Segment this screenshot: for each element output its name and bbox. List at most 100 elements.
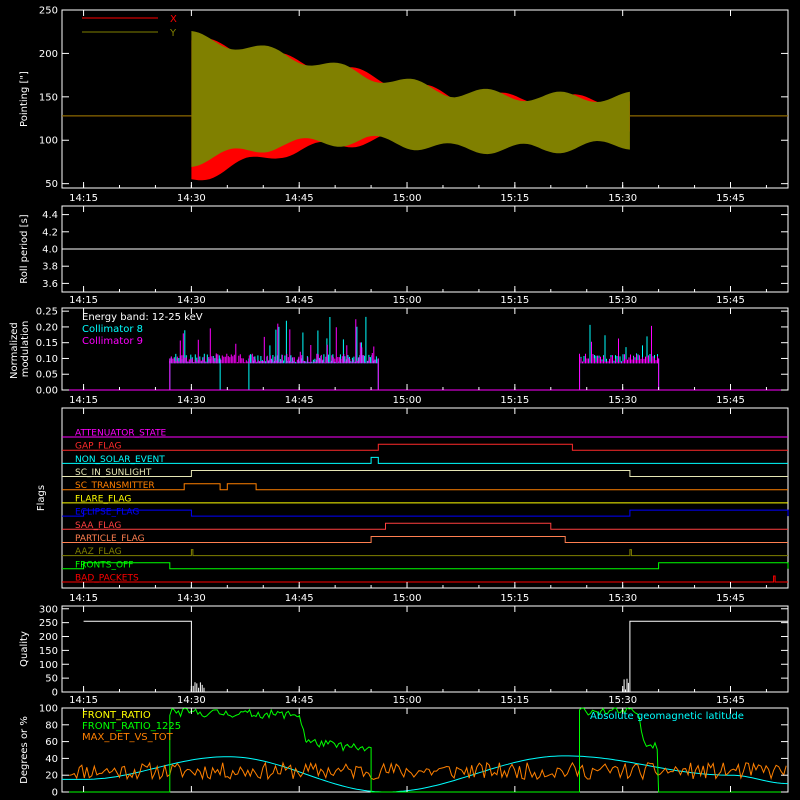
y-tick-label: 50 [45,179,58,190]
quality-x-ticks: 14:15 14:30 14:45 15:00 15:15 15:30 15:45 [69,606,767,706]
flags-ylabel: Flags [36,485,47,511]
x-tick-label: 15:15 [500,295,529,306]
x-tick-label: 15:45 [716,295,745,306]
legend-y-label: Y [169,28,177,39]
flag-label-flare-flag: FLARE_FLAG [75,494,131,504]
pointing-plot-area [62,31,788,181]
flag-line-non-solar-event [62,456,788,464]
y-tick-label: 300 [39,604,58,615]
modulation-ylabel-line1: Normalized [9,322,20,379]
x-tick-label: 14:30 [177,593,206,604]
y-tick-label: 0.10 [36,354,58,365]
ratios-plot-area [62,707,789,793]
y-tick-label: 40 [45,754,58,765]
x-tick-label: 15:15 [500,695,529,706]
y-tick-label: 0.25 [36,307,58,318]
x-tick-label: 14:15 [69,395,98,406]
flag-label-bad-packets: BAD_PACKETS [75,574,139,584]
y-tick-label: 100 [39,660,58,671]
y-tick-label: 3.6 [42,279,58,290]
x-tick-label: 15:30 [608,395,637,406]
x-tick-label: 15:45 [716,193,745,204]
panel-flags: ATTENUATOR_STATE GAP_FLAG NON_SOLAR_EVENT S… [36,407,789,604]
panel-pointing: 50 100 150 200 250 14:15 14:30 14:45 15:00 15:15… [19,6,789,204]
legend-max-det: MAX_DET_VS_TOT [82,732,174,743]
y-tick-label: 3.8 [42,262,58,273]
flag-line-particle-flag [62,536,788,543]
y-tick-label: 60 [45,737,58,748]
x-tick-label: 14:30 [177,193,206,204]
x-tick-label: 14:15 [69,193,98,204]
x-tick-label: 14:45 [285,193,314,204]
flag-line-bad-packets [62,575,788,583]
flag-line-sc-transmitter [62,483,788,491]
x-tick-label: 15:30 [608,295,637,306]
flag-line-gap-flag [62,443,788,451]
flag-line-fronts-off [62,562,789,570]
flag-label-non-solar-event: NON_SOLAR_EVENT [75,455,165,465]
quality-line [83,620,788,693]
flag-label-particle-flag: PARTICLE_FLAG [75,534,145,544]
x-tick-label: 15:30 [608,695,637,706]
pointing-legend: X Y [82,14,177,39]
collimator-8-trace [248,316,379,364]
panel-modulation: 0.00 0.05 0.10 0.15 0.20 0.25 14:15 14:30 14:45… [9,307,789,406]
y-tick-label: 100 [39,704,58,715]
x-tick-label: 15:45 [716,593,745,604]
y-tick-label: 250 [39,618,58,629]
modulation-plot-area [62,316,788,391]
modulation-energy-band: Energy band: 12-25 keV [82,312,203,323]
y-tick-label: 20 [45,771,58,782]
x-tick-label: 15:30 [608,193,637,204]
legend-front-ratio: FRONT_RATIO [82,710,151,721]
y-tick-label: 4.2 [42,227,58,238]
x-tick-label: 15:00 [393,593,422,604]
quality-spikes [190,678,629,692]
y-tick-label: 200 [39,632,58,643]
flag-label-eclipse-flag: ECLIPSE_FLAG [75,508,139,518]
ratios-x-ticks [83,708,731,792]
x-tick-label: 15:00 [393,395,422,406]
roll-ylabel: Roll period [s] [19,214,30,283]
roll-y-ticks: 3.6 3.8 4.0 4.2 4.4 [42,210,788,290]
x-tick-label: 14:30 [177,295,206,306]
x-tick-label: 15:45 [716,395,745,406]
y-tick-label: 0 [52,788,58,799]
flag-line-saa-flag [62,522,788,530]
legend-geomag-latitude: Absolute geomagnetic latitude [590,711,744,722]
ratios-ylabel: Degrees or % [19,716,30,784]
x-tick-label: 14:30 [177,395,206,406]
x-tick-label: 14:45 [285,395,314,406]
y-tick-label: 80 [45,720,58,731]
x-tick-label: 15:00 [393,695,422,706]
flag-label-sc-in-sunlight: SC_IN_SUNLIGHT [75,468,152,478]
y-tick-label: 0 [52,688,58,699]
x-tick-label: 14:15 [69,695,98,706]
y-tick-label: 4.0 [42,245,58,256]
panel-quality-frame [61,605,789,693]
ratios-y-ticks: 0 20 40 60 80 100 [39,704,788,799]
x-tick-label: 14:45 [285,295,314,306]
x-tick-label: 15:00 [393,193,422,204]
quality-plot-area [83,620,788,693]
max-det-line [69,761,787,781]
x-tick-label: 15:30 [608,593,637,604]
y-tick-label: 50 [45,674,58,685]
y-tick-label: 150 [39,92,58,103]
flag-line-aaz-flag [62,549,788,557]
roll-x-ticks: 14:15 14:30 14:45 15:00 15:15 15:30 15:45 [69,206,767,306]
flag-label-sc-transmitter: SC_TRANSMITTER [75,481,155,491]
x-tick-label: 14:45 [285,695,314,706]
y-tick-label: 4.4 [42,210,58,221]
y-tick-label: 0.15 [36,338,58,349]
legend-x-label: X [170,14,177,25]
x-tick-label: 14:30 [177,695,206,706]
y-tick-label: 0.00 [36,386,58,397]
panel-roll-period: 3.6 3.8 4.0 4.2 4.4 14:15 14:30 14:45 15:00 15:1… [19,205,789,306]
legend-collimator-9: Collimator 9 [82,336,143,347]
modulation-y-ticks: 0.00 0.05 0.10 0.15 0.20 0.25 [36,307,788,397]
flag-label-saa-flag: SAA_FLAG [75,521,121,531]
collimator-9-trace [579,325,658,364]
y-tick-label: 100 [39,136,58,147]
